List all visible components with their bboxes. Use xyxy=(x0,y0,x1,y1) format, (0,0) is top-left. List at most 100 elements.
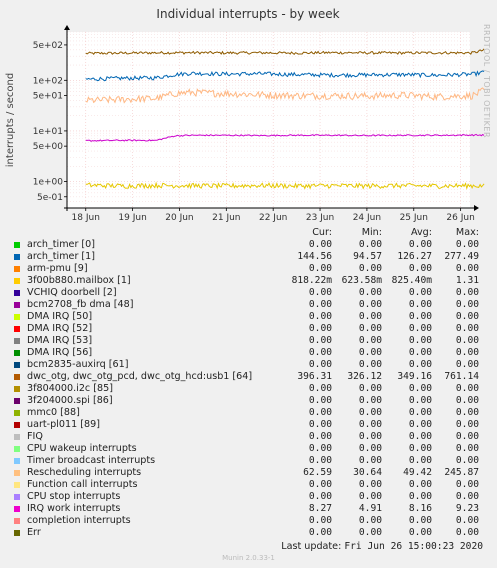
y-tick-label: 5e+01 xyxy=(33,92,63,102)
legend-swatch xyxy=(14,530,20,536)
legend-cur: 818.22m xyxy=(291,275,332,286)
legend-avg: 0.00 xyxy=(408,395,432,406)
plot-background xyxy=(67,32,470,208)
legend-avg: 825.40m xyxy=(391,275,432,286)
legend-label: 3f00b880.mailbox [1] xyxy=(27,275,131,286)
legend-swatch xyxy=(14,410,20,416)
legend-avg: 0.00 xyxy=(408,443,432,454)
legend-cur: 0.00 xyxy=(308,323,332,334)
legend-label: DMA IRQ [52] xyxy=(27,323,93,334)
legend-min: 30.64 xyxy=(353,467,382,478)
legend-max: 0.00 xyxy=(455,431,479,442)
legend-min: 0.00 xyxy=(358,431,382,442)
legend-row: arch_timer [1] 144.56 94.57 126.27 277.49 xyxy=(0,251,497,263)
legend-label: arm-pmu [9] xyxy=(27,263,88,274)
y-tick-label: 1e+01 xyxy=(33,127,63,137)
legend-swatch xyxy=(14,386,20,392)
legend-label: Function call interrupts xyxy=(27,479,138,490)
legend-swatch xyxy=(14,398,20,404)
x-axis-arrow xyxy=(474,205,479,211)
y-axis-arrow xyxy=(64,25,70,30)
legend-swatch xyxy=(14,254,20,260)
legend-label: bcm2708_fb dma [48] xyxy=(27,299,134,310)
last-update-label: Last update: xyxy=(281,541,342,552)
legend-cur: 0.00 xyxy=(308,311,332,322)
legend-avg: 0.00 xyxy=(408,419,432,430)
legend-cur: 0.00 xyxy=(308,383,332,394)
legend-swatch xyxy=(14,374,20,380)
legend-cur: 0.00 xyxy=(308,359,332,370)
legend-min: 326.12 xyxy=(347,371,382,382)
x-tick-label: 20 Jun xyxy=(165,213,193,223)
legend-row: bcm2708_fb dma [48] 0.00 0.00 0.00 0.00 xyxy=(0,299,497,311)
legend-label: dwc_otg, dwc_otg_pcd, dwc_otg_hcd:usb1 [… xyxy=(27,371,253,382)
legend-max: 0.00 xyxy=(455,311,479,322)
legend-row: Err 0.00 0.00 0.00 0.00 xyxy=(0,527,497,539)
legend-swatch xyxy=(14,350,20,356)
legend-row: uart-pl011 [89] 0.00 0.00 0.00 0.00 xyxy=(0,419,497,431)
legend-label: mmc0 [88] xyxy=(27,407,80,418)
series-line xyxy=(85,87,485,104)
legend-header: Cur: Min: Avg: Max: xyxy=(0,227,497,239)
legend-avg: 0.00 xyxy=(408,479,432,490)
legend-max: 0.00 xyxy=(455,287,479,298)
legend-row: DMA IRQ [50] 0.00 0.00 0.00 0.00 xyxy=(0,311,497,323)
legend-row: DMA IRQ [53] 0.00 0.00 0.00 0.00 xyxy=(0,335,497,347)
legend-min: 0.00 xyxy=(358,419,382,430)
legend-swatch xyxy=(14,458,20,464)
interrupts-chart: Individual interrupts - by week interrup… xyxy=(5,7,491,223)
legend-max: 0.00 xyxy=(455,407,479,418)
legend-swatch xyxy=(14,470,20,476)
legend-avg: 0.00 xyxy=(408,347,432,358)
legend-min: 0.00 xyxy=(358,347,382,358)
legend-cur: 0.00 xyxy=(308,443,332,454)
legend-cur: 0.00 xyxy=(308,407,332,418)
legend-row: VCHIQ doorbell [2] 0.00 0.00 0.00 0.00 xyxy=(0,287,497,299)
legend-max: 0.00 xyxy=(455,479,479,490)
legend-label: Err xyxy=(27,527,41,538)
legend-min: 0.00 xyxy=(358,323,382,334)
legend-avg: 0.00 xyxy=(408,515,432,526)
chart-title: Individual interrupts - by week xyxy=(156,7,339,21)
legend-max: 0.00 xyxy=(455,395,479,406)
legend-avg: 0.00 xyxy=(408,323,432,334)
legend-swatch xyxy=(14,446,20,452)
series-line xyxy=(85,181,485,190)
legend-swatch xyxy=(14,266,20,272)
y-tick-label: 1e+02 xyxy=(33,76,63,86)
legend-max: 0.00 xyxy=(455,359,479,370)
y-tick-label: 5e+02 xyxy=(33,41,63,51)
legend-cur: 0.00 xyxy=(308,263,332,274)
legend-min: 94.57 xyxy=(353,251,382,262)
header-avg: Avg: xyxy=(410,227,432,238)
legend-avg: 0.00 xyxy=(408,359,432,370)
legend-min: 0.00 xyxy=(358,311,382,322)
legend-row: CPU stop interrupts 0.00 0.00 0.00 0.00 xyxy=(0,491,497,503)
legend-avg: 0.00 xyxy=(408,287,432,298)
legend-swatch xyxy=(14,482,20,488)
legend-min: 0.00 xyxy=(358,263,382,274)
legend-swatch xyxy=(14,242,20,248)
legend-min: 0.00 xyxy=(358,527,382,538)
legend-avg: 0.00 xyxy=(408,383,432,394)
legend-label: arch_timer [1] xyxy=(27,251,96,262)
legend-cur: 0.00 xyxy=(308,491,332,502)
legend-max: 0.00 xyxy=(455,347,479,358)
legend-swatch xyxy=(14,494,20,500)
legend-min: 0.00 xyxy=(358,335,382,346)
legend-cur: 0.00 xyxy=(308,347,332,358)
legend-max: 0.00 xyxy=(455,443,479,454)
legend-min: 0.00 xyxy=(358,383,382,394)
legend-max: 0.00 xyxy=(455,515,479,526)
legend-row: 3f00b880.mailbox [1] 818.22m 623.58m 825.40… xyxy=(0,275,497,287)
legend-avg: 0.00 xyxy=(408,311,432,322)
series-line xyxy=(85,48,485,56)
legend-cur: 0.00 xyxy=(308,515,332,526)
legend-avg: 0.00 xyxy=(408,335,432,346)
rrdtool-credit: RRDTOOL / TOBI OETIKER xyxy=(482,24,491,138)
legend-row: CPU wakeup interrupts 0.00 0.00 0.00 0.00 xyxy=(0,443,497,455)
x-tick-label: 22 Jun xyxy=(259,213,287,223)
legend-min: 0.00 xyxy=(358,455,382,466)
legend-min: 0.00 xyxy=(358,359,382,370)
legend-avg: 0.00 xyxy=(408,527,432,538)
